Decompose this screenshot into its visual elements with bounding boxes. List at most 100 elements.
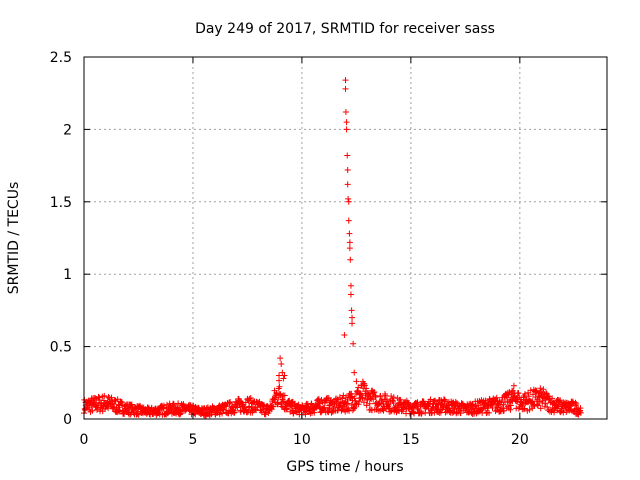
baseline-point (451, 406, 458, 413)
y-tick-label: 1.5 (50, 195, 72, 211)
baseline-point (507, 402, 514, 409)
baseline-point (372, 394, 379, 401)
spike-point (344, 166, 351, 173)
baseline-point (404, 399, 411, 406)
y-tick-label: 1 (63, 267, 72, 283)
spike-point (346, 239, 353, 246)
baseline-point (351, 395, 358, 402)
baseline-point (510, 382, 517, 389)
baseline-point (223, 403, 230, 410)
baseline-point (247, 395, 254, 402)
baseline-point (398, 400, 405, 407)
baseline-point (219, 410, 226, 417)
x-tick-label: 0 (80, 432, 89, 448)
spike-point (346, 230, 353, 237)
baseline-point (473, 402, 480, 409)
baseline-point (270, 403, 277, 410)
spike-point (351, 369, 358, 376)
chart-title: Day 249 of 2017, SRMTID for receiver sas… (195, 21, 495, 37)
baseline-point (339, 395, 346, 402)
baseline-point (489, 404, 496, 411)
baseline-point (316, 400, 323, 407)
baseline-point (383, 396, 390, 403)
baseline-point (359, 395, 366, 402)
spike-point (342, 109, 349, 116)
baseline-point (346, 407, 353, 414)
y-tick-label: 2.5 (50, 50, 72, 66)
y-tick-label: 0.5 (50, 340, 72, 356)
x-tick-label: 15 (402, 432, 420, 448)
baseline-point (434, 405, 441, 412)
baseline-point (363, 385, 370, 392)
spike-point (349, 314, 356, 321)
baseline-point (108, 394, 115, 401)
baseline-point (395, 407, 402, 414)
plot-frame (83, 56, 608, 420)
baseline-point (371, 389, 378, 396)
baseline-point (551, 409, 558, 416)
baseline-point (284, 405, 291, 412)
spike-point (342, 77, 349, 84)
baseline-point (557, 397, 564, 404)
baseline-point (522, 390, 529, 397)
baseline-point (505, 391, 512, 398)
y-tick-labels: 0 0.5 1 1.5 2 2.5 (50, 50, 72, 428)
spike-point (347, 256, 354, 263)
baseline-point (295, 401, 302, 408)
baseline-point (336, 394, 343, 401)
baseline-point (413, 400, 420, 407)
spike-point (277, 355, 284, 362)
baseline-point (549, 395, 556, 402)
baseline-point (449, 409, 456, 416)
baseline-point (105, 393, 112, 400)
baseline-point (281, 392, 288, 399)
baseline-point (276, 383, 283, 390)
x-tick-label: 10 (293, 432, 311, 448)
spike-point (341, 332, 348, 339)
spike-point (344, 181, 351, 188)
baseline-point (116, 402, 123, 409)
spike-point (345, 195, 352, 202)
y-tick-label: 0 (63, 412, 72, 428)
spike-point (353, 378, 360, 385)
baseline-point (560, 409, 567, 416)
spike-point (350, 340, 357, 347)
spike-point (347, 282, 354, 289)
baseline-point (364, 397, 371, 404)
baseline-point (526, 406, 533, 413)
baseline-point (262, 411, 269, 418)
baseline-point (160, 402, 167, 409)
baseline-point (544, 403, 551, 410)
data-points (81, 77, 584, 419)
baseline-point (572, 399, 579, 406)
axis-ticks (83, 56, 607, 420)
baseline-point (536, 398, 543, 405)
baseline-point (427, 396, 434, 403)
baseline-point (231, 409, 238, 416)
baseline-point (515, 390, 522, 397)
baseline-point (175, 400, 182, 407)
spike-point (345, 198, 352, 205)
baseline-point (302, 411, 309, 418)
baseline-point (111, 396, 118, 403)
baseline-point (577, 409, 584, 416)
baseline-point (540, 386, 547, 393)
baseline-point (414, 399, 421, 406)
baseline-point (101, 392, 108, 399)
baseline-point (388, 393, 395, 400)
baseline-point (89, 407, 96, 414)
baseline-point (567, 407, 574, 414)
x-tick-labels: 0 5 10 15 20 (80, 432, 529, 448)
baseline-point (227, 398, 234, 405)
baseline-point (469, 401, 476, 408)
spike-point (343, 126, 350, 133)
baseline-point (432, 397, 439, 404)
spike-point (348, 307, 355, 314)
baseline-point (434, 400, 441, 407)
spike-point (344, 152, 351, 159)
baseline-point (537, 385, 544, 392)
spike-point (281, 372, 288, 379)
spike-point (278, 360, 285, 367)
spike-point (276, 372, 283, 379)
